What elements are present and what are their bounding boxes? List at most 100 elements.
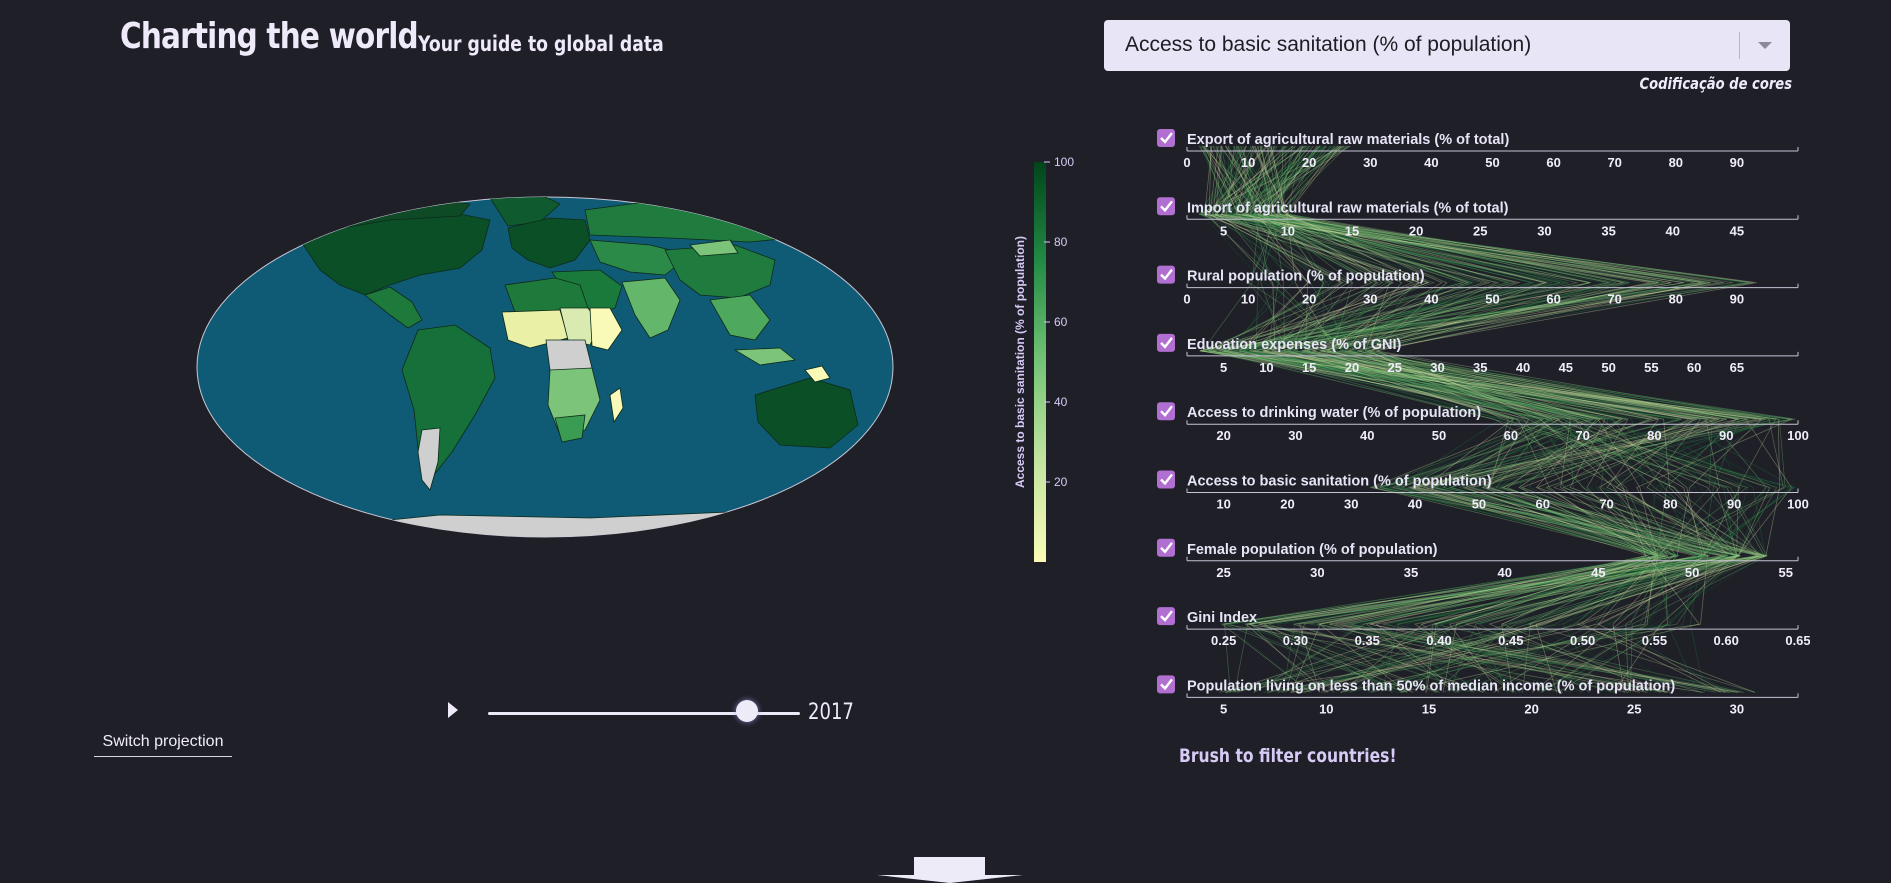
country-line bbox=[1213, 145, 1763, 693]
axis-label: Gini Index bbox=[1187, 610, 1257, 626]
country-line bbox=[1242, 145, 1678, 693]
axis-checkbox[interactable] bbox=[1157, 607, 1175, 626]
axis-checkbox[interactable] bbox=[1157, 333, 1175, 352]
axis-checkbox[interactable] bbox=[1157, 675, 1175, 694]
country-line bbox=[1240, 145, 1661, 693]
region-new-guinea[interactable] bbox=[804, 365, 831, 383]
axis-label: Population living on less than 50% of me… bbox=[1187, 678, 1675, 694]
axis-checkbox[interactable] bbox=[1157, 197, 1175, 216]
region-east-africa[interactable] bbox=[589, 307, 623, 351]
country-line bbox=[1270, 145, 1740, 693]
legend-tick-label: 40 bbox=[1054, 395, 1068, 409]
region-russia[interactable] bbox=[584, 199, 862, 243]
axis-label: Import of agricultural raw materials (% … bbox=[1187, 200, 1509, 216]
indicator-select[interactable]: Access to basic sanitation (% of populat… bbox=[1104, 20, 1790, 71]
country-line bbox=[1199, 145, 1734, 693]
region-antarctica[interactable] bbox=[269, 511, 871, 550]
axis-tick-label: 35 bbox=[1601, 223, 1615, 238]
region-southeast-asia[interactable] bbox=[709, 294, 771, 341]
axis-tick-label: 45 bbox=[1730, 223, 1744, 238]
country-line bbox=[1239, 145, 1676, 693]
axis-label: Access to basic sanitation (% of populat… bbox=[1187, 474, 1492, 490]
country-line bbox=[1245, 145, 1796, 693]
country-line bbox=[1198, 145, 1682, 693]
axis-checkbox[interactable] bbox=[1157, 265, 1175, 284]
country-line bbox=[1208, 145, 1768, 693]
world-map[interactable] bbox=[190, 190, 910, 550]
country-line bbox=[1229, 145, 1696, 693]
country-line bbox=[1217, 145, 1740, 693]
play-icon[interactable] bbox=[448, 702, 458, 718]
country-line bbox=[1263, 145, 1764, 693]
axis-tick-label: 50 bbox=[1485, 292, 1499, 307]
country-line bbox=[1269, 145, 1738, 693]
year-slider-track[interactable] bbox=[488, 712, 800, 715]
country-line bbox=[1224, 145, 1766, 693]
axis-tick-label: 30 bbox=[1730, 701, 1744, 716]
country-line bbox=[1203, 145, 1739, 693]
country-line bbox=[1237, 145, 1758, 693]
axis-tick-label: 10 bbox=[1216, 497, 1230, 512]
region-mongolia[interactable] bbox=[689, 239, 739, 257]
country-line bbox=[1212, 145, 1725, 693]
axis-label: Education expenses (% of GNI) bbox=[1187, 337, 1401, 353]
country-line bbox=[1203, 145, 1747, 693]
axis-tick-label: 0.60 bbox=[1714, 633, 1739, 648]
axis-tick-label: 20 bbox=[1524, 701, 1538, 716]
country-line bbox=[1270, 145, 1765, 693]
region-argentina[interactable] bbox=[417, 427, 441, 491]
country-line bbox=[1207, 145, 1775, 693]
legend-tick-label: 100 bbox=[1054, 155, 1074, 169]
chevron-down-icon[interactable] bbox=[1758, 42, 1772, 49]
year-slider-thumb[interactable] bbox=[735, 700, 758, 722]
region-south-africa[interactable] bbox=[554, 414, 586, 443]
switch-projection-button[interactable]: Switch projection bbox=[94, 732, 232, 757]
axis-checkbox[interactable] bbox=[1157, 538, 1175, 557]
country-line bbox=[1207, 145, 1786, 693]
country-line bbox=[1228, 145, 1671, 693]
region-mexico-central-america[interactable] bbox=[364, 286, 423, 329]
axis-checkbox[interactable] bbox=[1157, 129, 1175, 147]
axis-tick-label: 35 bbox=[1473, 360, 1487, 375]
scroll-down-arrow-icon[interactable] bbox=[877, 857, 1023, 883]
country-line bbox=[1201, 145, 1778, 693]
country-line bbox=[1265, 145, 1794, 693]
axis-tick-label: 15 bbox=[1302, 360, 1316, 375]
axis-tick-label: 0.30 bbox=[1283, 633, 1308, 648]
country-line bbox=[1205, 145, 1754, 693]
country-line bbox=[1227, 145, 1656, 693]
legend-tick-label: 20 bbox=[1054, 475, 1068, 489]
axis-tick-label: 40 bbox=[1424, 155, 1438, 170]
country-line bbox=[1220, 145, 1727, 693]
axis-tick-label: 5 bbox=[1220, 701, 1227, 716]
axis-checkbox[interactable] bbox=[1157, 402, 1175, 421]
axis-checkbox[interactable] bbox=[1157, 470, 1175, 489]
country-line bbox=[1209, 145, 1666, 693]
parallel-coordinates-plot[interactable]: Export of agricultural raw materials (% … bbox=[1150, 118, 1810, 718]
country-line bbox=[1264, 145, 1666, 693]
axis-tick-label: 60 bbox=[1687, 360, 1701, 375]
region-europe[interactable] bbox=[507, 217, 591, 269]
country-line bbox=[1251, 145, 1702, 693]
axis-tick-label: 0.45 bbox=[1498, 633, 1523, 648]
axis-tick-label: 25 bbox=[1388, 360, 1402, 375]
region-greenland[interactable] bbox=[489, 192, 561, 227]
color-coding-label: Codificação de cores bbox=[1639, 74, 1792, 93]
country-line bbox=[1221, 145, 1766, 693]
country-line bbox=[1248, 145, 1669, 693]
axis-tick-label: 5 bbox=[1220, 360, 1227, 375]
axis-tick-label: 40 bbox=[1424, 292, 1438, 307]
region-indonesia[interactable] bbox=[733, 347, 796, 366]
region-madagascar[interactable] bbox=[609, 387, 624, 424]
region-south-asia[interactable] bbox=[621, 277, 681, 339]
year-label: 2017 bbox=[808, 700, 854, 725]
indicator-select-value: Access to basic sanitation (% of populat… bbox=[1125, 33, 1532, 56]
axis-tick-label: 25 bbox=[1627, 701, 1641, 716]
country-line bbox=[1243, 145, 1740, 693]
country-line bbox=[1202, 145, 1705, 693]
axis-tick-label: 15 bbox=[1345, 223, 1359, 238]
axis-tick-label: 60 bbox=[1546, 292, 1560, 307]
axis-tick-label: 0 bbox=[1183, 292, 1190, 307]
region-central-asia[interactable] bbox=[589, 239, 691, 276]
region-china[interactable] bbox=[664, 244, 776, 299]
